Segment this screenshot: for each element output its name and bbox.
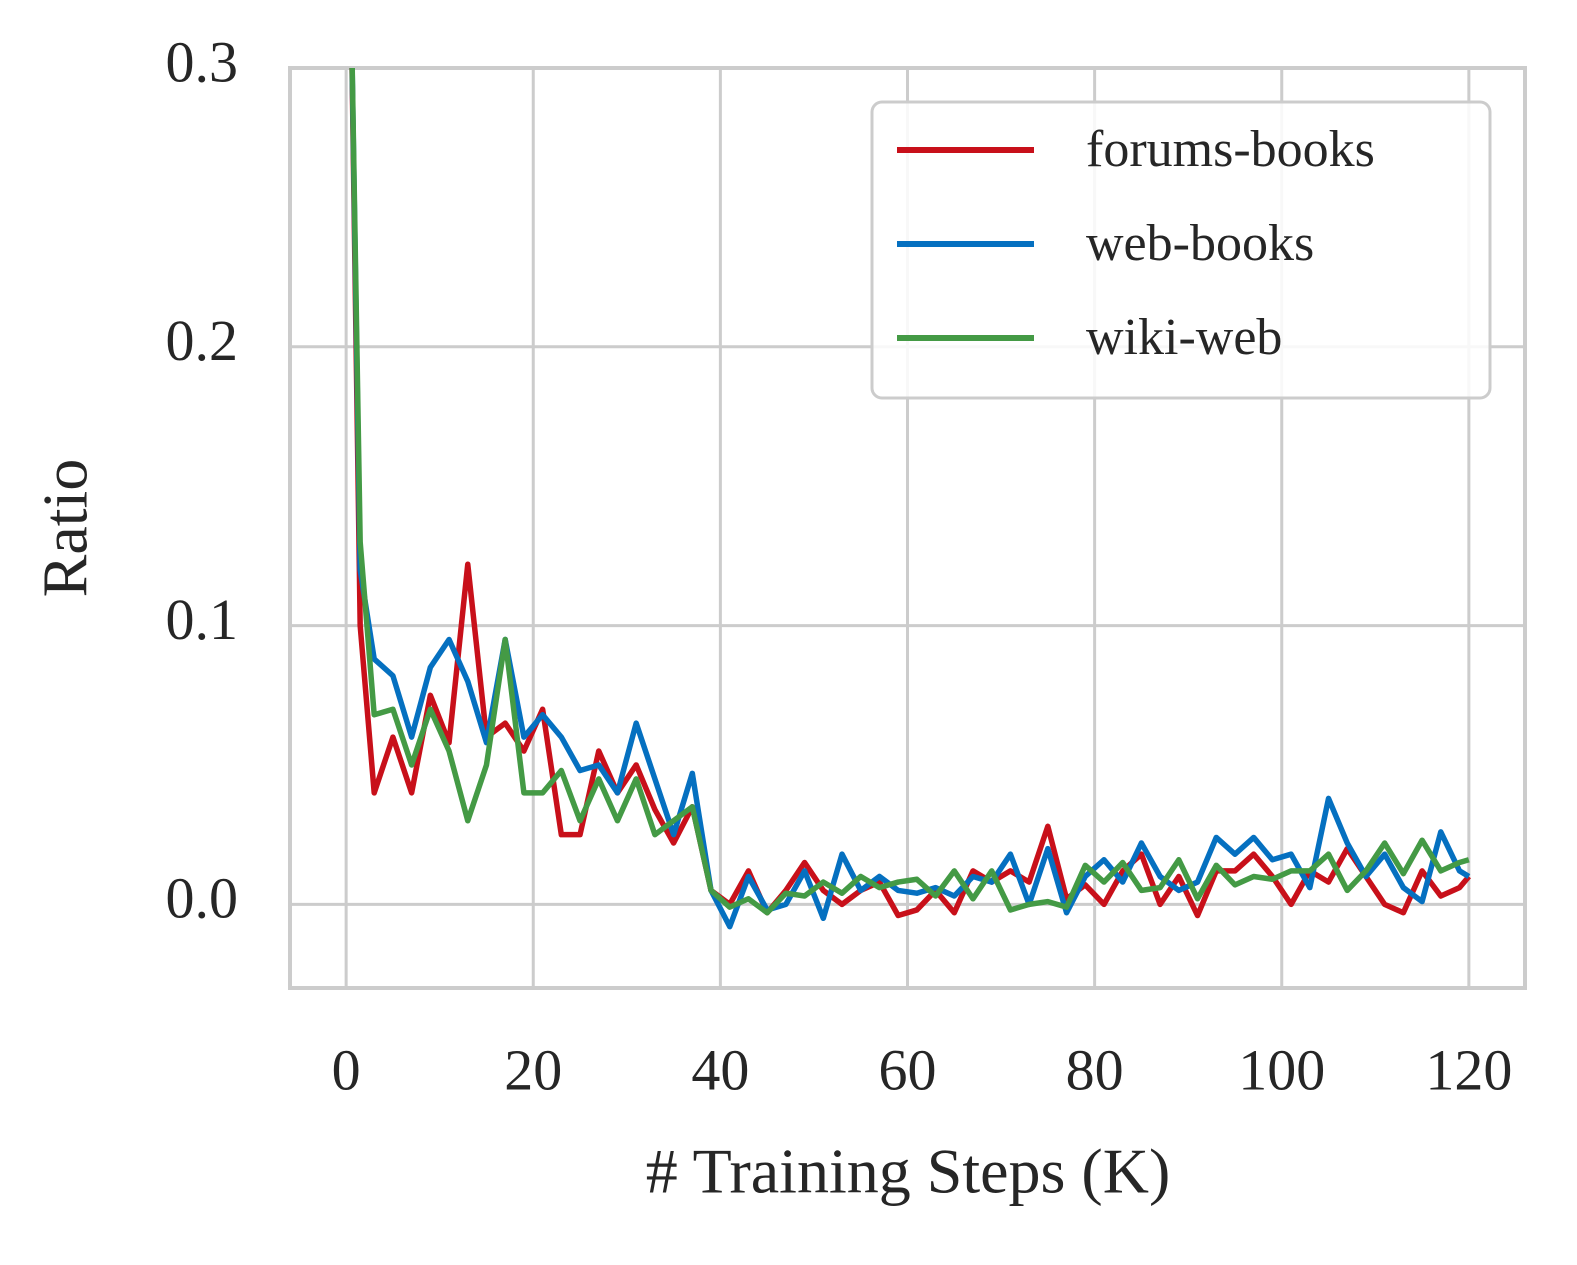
line (349, 68, 1470, 916)
legend-label: web-books (1086, 215, 1314, 272)
x-tick-label: 120 (1425, 1037, 1512, 1102)
x-tick-label: 100 (1238, 1037, 1325, 1102)
plot-frame (288, 66, 1527, 990)
line (349, 68, 1471, 919)
legend-box (870, 100, 1492, 400)
y-tick-label: 0.2 (166, 308, 239, 373)
x-tick-label: 40 (691, 1037, 749, 1102)
plot-lines (349, 68, 1471, 930)
x-tick-label: 80 (1066, 1037, 1124, 1102)
y-tick-label: 0.1 (166, 587, 239, 652)
y-axis-label: Ratio (30, 459, 101, 598)
y-tick-label: 0.0 (166, 866, 239, 931)
legend-label: forums-books (1086, 121, 1375, 178)
y-tick-label: 0.3 (166, 29, 239, 94)
x-tick-label: 0 (332, 1037, 361, 1102)
line (349, 68, 1471, 930)
legend-label: wiki-web (1086, 309, 1282, 366)
x-tick-label: 20 (504, 1037, 562, 1102)
x-axis-label: # Training Steps (K) (646, 1136, 1171, 1207)
x-tick-label: 60 (879, 1037, 937, 1102)
